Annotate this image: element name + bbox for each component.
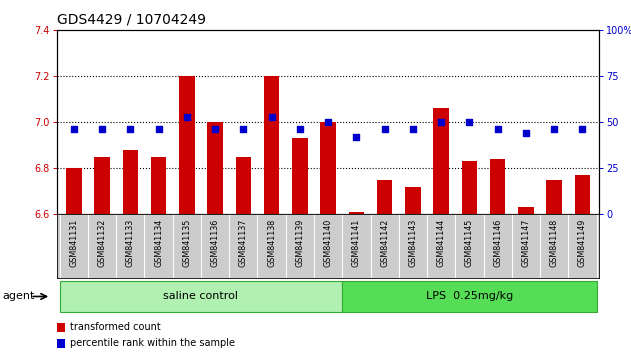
Bar [292, 138, 308, 214]
Text: GSM841149: GSM841149 [578, 219, 587, 267]
Point [493, 127, 503, 132]
Text: GSM841137: GSM841137 [239, 219, 248, 267]
Bar [575, 175, 590, 214]
Bar [462, 161, 477, 214]
Text: GSM841147: GSM841147 [521, 219, 531, 267]
Text: GSM841135: GSM841135 [182, 219, 191, 267]
Bar [348, 212, 364, 214]
Bar [546, 180, 562, 214]
Text: GSM841144: GSM841144 [437, 219, 445, 267]
Text: GSM841139: GSM841139 [295, 219, 304, 267]
Text: GSM841132: GSM841132 [98, 219, 107, 267]
Text: transformed count: transformed count [70, 322, 161, 332]
Point [295, 127, 305, 132]
Text: GSM841134: GSM841134 [154, 219, 163, 267]
Point [153, 127, 163, 132]
Bar [342, 281, 597, 312]
Point [266, 114, 276, 119]
Bar [151, 157, 167, 214]
Point [69, 127, 79, 132]
Text: GSM841142: GSM841142 [380, 219, 389, 267]
Text: saline control: saline control [163, 291, 239, 301]
Bar [405, 187, 421, 214]
Text: LPS  0.25mg/kg: LPS 0.25mg/kg [426, 291, 513, 301]
Bar [59, 281, 342, 312]
Point [464, 119, 475, 125]
Point [97, 127, 107, 132]
Bar [433, 108, 449, 214]
Bar [179, 76, 194, 214]
Bar [264, 76, 280, 214]
Point [380, 127, 390, 132]
Text: agent: agent [2, 291, 34, 301]
Bar [518, 207, 534, 214]
Point [549, 127, 559, 132]
Bar [321, 122, 336, 214]
Text: percentile rank within the sample: percentile rank within the sample [70, 338, 235, 348]
Point [577, 127, 587, 132]
Point [182, 114, 192, 119]
Bar [490, 159, 505, 214]
Point [210, 127, 220, 132]
Bar [208, 122, 223, 214]
Text: GSM841131: GSM841131 [69, 219, 78, 267]
Point [323, 119, 333, 125]
Bar [66, 168, 81, 214]
Bar [235, 157, 251, 214]
Point [521, 130, 531, 136]
Bar [122, 150, 138, 214]
Point [436, 119, 446, 125]
Text: GSM841143: GSM841143 [408, 219, 418, 267]
Text: GSM841141: GSM841141 [352, 219, 361, 267]
Point [408, 127, 418, 132]
Text: GDS4429 / 10704249: GDS4429 / 10704249 [57, 12, 206, 27]
Point [125, 127, 135, 132]
Text: GSM841138: GSM841138 [267, 219, 276, 267]
Text: GSM841133: GSM841133 [126, 219, 135, 267]
Text: GSM841146: GSM841146 [493, 219, 502, 267]
Bar [377, 180, 392, 214]
Text: GSM841148: GSM841148 [550, 219, 558, 267]
Text: GSM841145: GSM841145 [465, 219, 474, 267]
Point [351, 134, 362, 140]
Point [239, 127, 249, 132]
Text: GSM841140: GSM841140 [324, 219, 333, 267]
Text: GSM841136: GSM841136 [211, 219, 220, 267]
Bar [94, 157, 110, 214]
